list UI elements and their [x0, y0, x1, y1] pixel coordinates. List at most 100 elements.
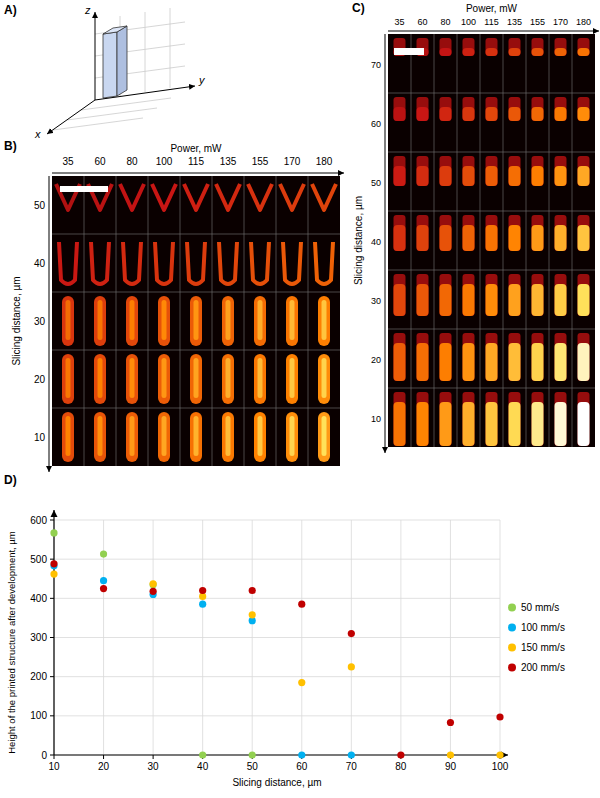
print-image-core — [417, 284, 429, 316]
row-label: 20 — [34, 374, 46, 385]
print-image — [318, 296, 330, 346]
row-label: 20 — [371, 355, 381, 365]
panel-letter: C) — [352, 1, 365, 15]
print-image-core — [555, 402, 567, 446]
tick — [50, 520, 54, 521]
print-image-core — [555, 284, 567, 316]
grid-line — [400, 520, 401, 755]
print-image — [222, 412, 234, 462]
legend-label: 100 mm/s — [521, 622, 565, 633]
axis-x — [47, 100, 95, 134]
axis-title: Power, mW — [466, 3, 518, 14]
print-image — [578, 215, 590, 251]
axis-z — [95, 12, 96, 100]
print-image-core — [555, 343, 567, 381]
print-image-core — [509, 225, 521, 251]
print-image — [158, 354, 170, 404]
arrow — [52, 173, 344, 174]
point — [496, 751, 503, 758]
print-image — [532, 156, 544, 186]
print-image-core — [555, 107, 567, 121]
grid-line — [54, 715, 500, 716]
print-image-core — [578, 343, 590, 381]
print-image — [463, 156, 475, 186]
print-image-core — [194, 416, 199, 456]
print-image-core — [290, 300, 295, 340]
point — [249, 587, 256, 594]
print-image-core — [226, 416, 231, 456]
print-image — [555, 333, 567, 381]
cell-border — [388, 329, 595, 330]
print-image-core — [463, 48, 475, 56]
print-image — [318, 412, 330, 462]
print-image — [219, 242, 237, 284]
print-image-core — [578, 225, 590, 251]
tick-label: 400 — [30, 593, 47, 604]
grid-line — [54, 676, 500, 677]
print-image — [126, 296, 138, 346]
print-image — [440, 274, 452, 316]
grid-line — [54, 598, 500, 599]
print-image — [222, 296, 234, 346]
print-image-core — [509, 107, 521, 121]
column-label: 170 — [553, 17, 568, 27]
print-image — [94, 296, 106, 346]
print-image-core — [463, 166, 475, 186]
image-ground — [52, 176, 340, 466]
print-image — [184, 184, 208, 210]
tick — [50, 598, 54, 599]
panel-a: zyx — [34, 4, 206, 140]
column-label: 115 — [188, 156, 204, 167]
print-image-core — [555, 166, 567, 186]
tick — [50, 755, 54, 756]
print-image — [532, 215, 544, 251]
tick — [50, 637, 54, 638]
print-image — [486, 333, 498, 381]
print-image — [555, 215, 567, 251]
grid-line — [202, 520, 203, 755]
tick-label: 30 — [148, 761, 160, 772]
x-axis — [54, 754, 508, 755]
print-image-core — [130, 358, 135, 398]
grid-line — [252, 520, 253, 755]
print-image — [91, 242, 109, 284]
point — [348, 630, 355, 637]
print-image-core — [290, 358, 295, 398]
print-image — [486, 392, 498, 446]
print-image-core — [463, 284, 475, 316]
print-image — [509, 38, 521, 56]
print-image — [152, 184, 176, 210]
print-image-core — [578, 284, 590, 316]
print-image — [440, 38, 452, 56]
axis-title: Slicing distance, µm — [353, 196, 364, 285]
column-label: 80 — [126, 156, 138, 167]
point — [249, 751, 256, 758]
cell-border — [526, 34, 527, 447]
print-image-core — [322, 358, 327, 398]
column-label: 100 — [156, 156, 173, 167]
point — [348, 751, 355, 758]
print-image — [578, 156, 590, 186]
column-label: 35 — [62, 156, 74, 167]
print-image-core — [394, 402, 406, 446]
print-image-core — [66, 416, 71, 456]
cell-border — [52, 234, 340, 235]
point — [150, 581, 157, 588]
print-image — [578, 38, 590, 56]
print-image — [158, 412, 170, 462]
legend-swatch — [508, 644, 516, 652]
cell-border — [411, 34, 412, 447]
tick — [50, 715, 54, 716]
tick-label: 90 — [445, 761, 457, 772]
tick-label: 100 — [492, 761, 509, 772]
point — [348, 663, 355, 670]
print-image — [62, 412, 74, 462]
print-image — [312, 184, 336, 210]
print-image-core — [509, 166, 521, 186]
print-image-core — [98, 358, 103, 398]
print-image — [394, 156, 406, 186]
print-image-core — [226, 358, 231, 398]
point — [447, 751, 454, 758]
box-front — [103, 32, 117, 98]
print-image — [509, 392, 521, 446]
